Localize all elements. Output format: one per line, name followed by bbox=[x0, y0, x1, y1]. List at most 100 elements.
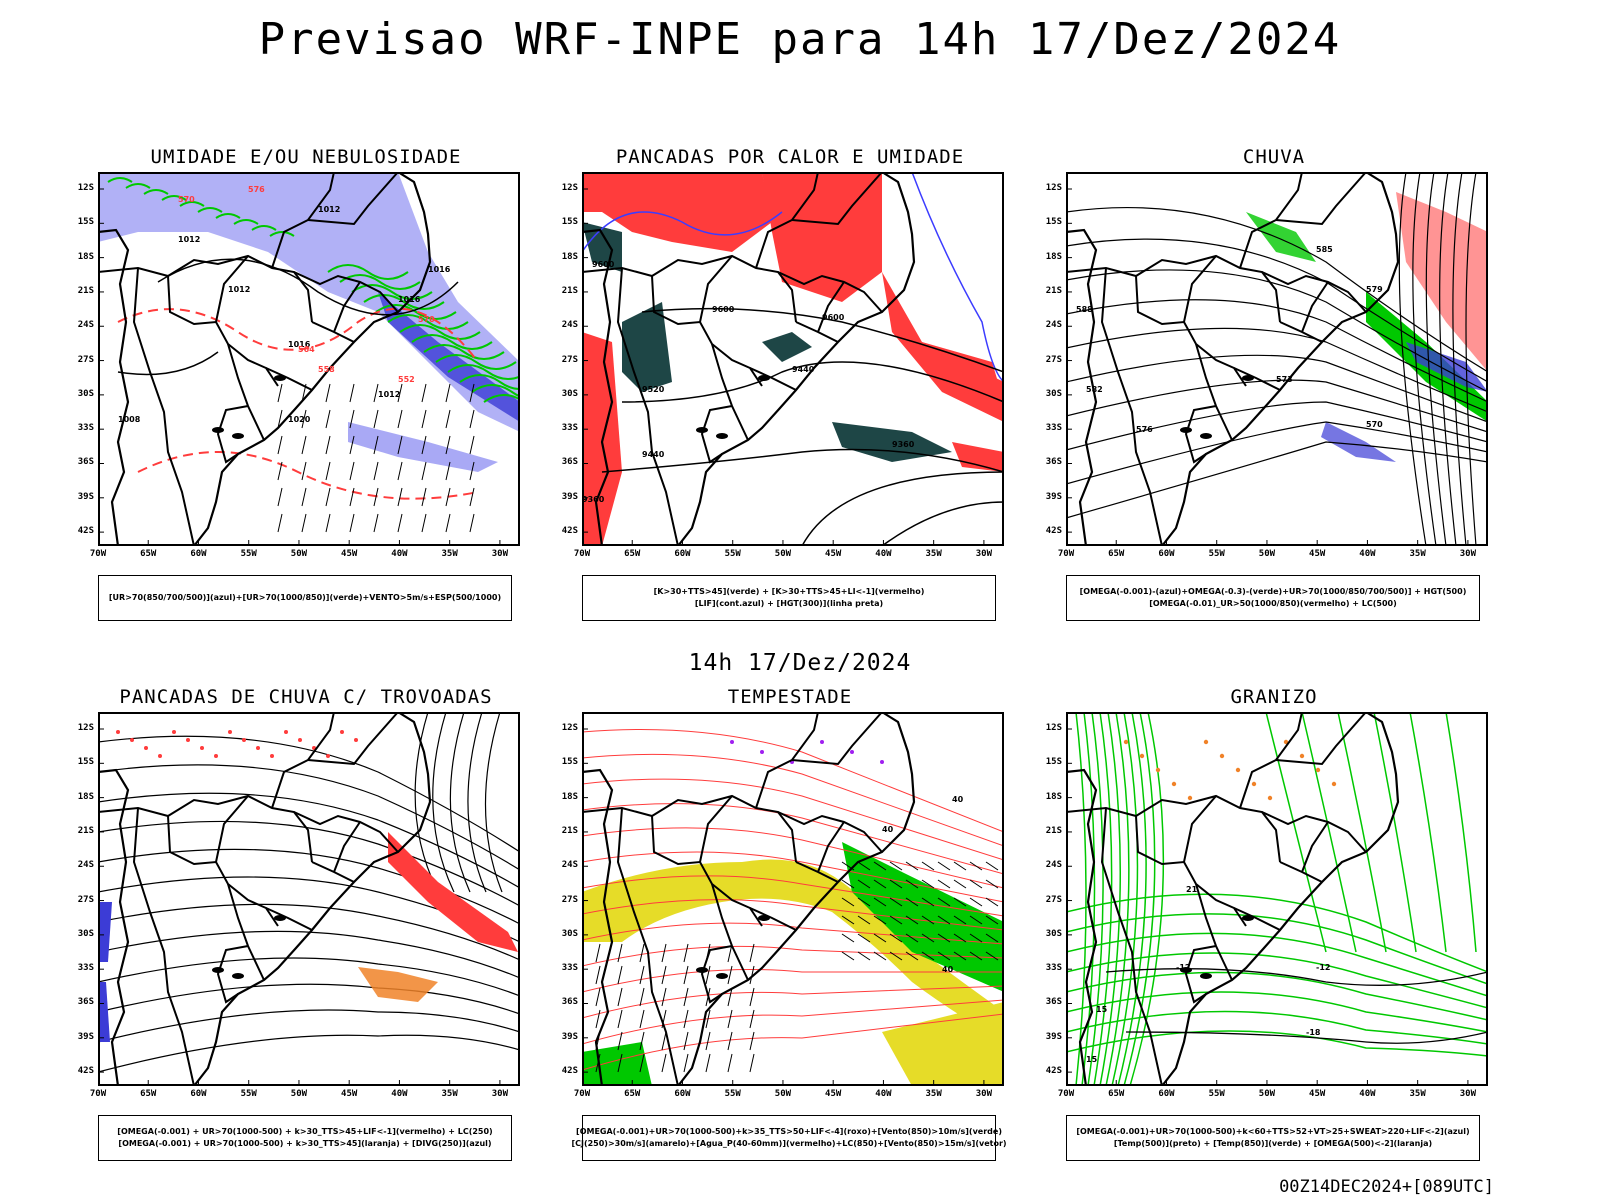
lon-tick-label: 40W bbox=[1359, 1089, 1376, 1099]
lon-tick-label: 65W bbox=[1108, 549, 1125, 559]
lon-tick-label: 70W bbox=[573, 1089, 591, 1099]
lat-tick-label: 21S bbox=[1045, 285, 1062, 296]
lat-tick-label: 36S bbox=[1045, 457, 1062, 468]
lat-tick-label: 18S bbox=[77, 251, 94, 262]
lat-tick-label: 12S bbox=[77, 183, 94, 193]
contour-label: 21 bbox=[1186, 885, 1198, 894]
panel-pancadas-calor: PANCADAS POR CALOR E UMIDADE 9600 9600 9520… bbox=[540, 146, 1040, 646]
lat-tick-label: 15S bbox=[1045, 757, 1062, 768]
map-frame: 1012 1012 1012 1016 1016 1020 1016 1012 1008 570 5… bbox=[97, 171, 565, 547]
lon-tick-label: 50W bbox=[774, 1089, 792, 1099]
contour-label: 1012 bbox=[178, 235, 200, 244]
map-frame: 9600 9600 9520 9440 9360 9440 9360 9600 bbox=[581, 171, 1005, 547]
map-canvas: 585 579 573 576 582 588 570 bbox=[1065, 171, 1489, 547]
lon-tick-label: 45W bbox=[825, 549, 842, 559]
lat-tick-label: 36S bbox=[561, 997, 578, 1008]
contour-label: 40 bbox=[952, 795, 964, 804]
lon-tick-label: 70W bbox=[89, 549, 107, 559]
lon-tick-label: 50W bbox=[290, 1089, 308, 1099]
contour-label: 1016 bbox=[428, 265, 451, 274]
lat-tick-label: 15S bbox=[77, 217, 94, 228]
lat-tick-label: 30S bbox=[1045, 388, 1062, 399]
contour-label: 15 bbox=[1086, 1055, 1098, 1064]
lon-tick-label: 70W bbox=[89, 1089, 107, 1099]
lon-tick-label: 30W bbox=[975, 1089, 993, 1099]
panel-title: PANCADAS DE CHUVA C/ TROVOADAS bbox=[119, 686, 493, 708]
lat-tick-label: 12S bbox=[1045, 183, 1062, 193]
lon-tick-label: 65W bbox=[624, 549, 641, 559]
lat-tick-label: 12S bbox=[1045, 723, 1062, 733]
contour-label: -18 bbox=[1306, 1028, 1321, 1037]
lat-tick-label: 27S bbox=[1045, 354, 1062, 365]
lon-tick-label: 45W bbox=[1309, 549, 1326, 559]
map-canvas: -12 -18 15 15 -12 21 bbox=[1065, 711, 1489, 1087]
lat-tick-label: 36S bbox=[77, 997, 94, 1008]
contour-label: 552 bbox=[398, 375, 415, 384]
contour-label: 573 bbox=[1276, 375, 1293, 384]
lat-tick-label: 21S bbox=[561, 285, 578, 296]
contour-label: 1016 bbox=[398, 295, 421, 304]
panel-chuva: CHUVA 585 579 573 576 582 588 570 12S 15S 18S 21S 24… bbox=[1024, 146, 1524, 646]
map-canvas: 9600 9600 9520 9440 9360 9440 9360 9600 bbox=[581, 171, 1005, 547]
lon-tick-label: 45W bbox=[825, 1089, 842, 1099]
lon-tick-label: 60W bbox=[1158, 1089, 1175, 1099]
lon-tick-label: 65W bbox=[140, 549, 157, 559]
legend-box: [OMEGA(-0.001)+UR>70(1000-500)+k>35_TTS>… bbox=[571, 1115, 1007, 1161]
contour-label: 582 bbox=[1086, 385, 1103, 394]
legend-line: [CJ(250)>30m/s](amarelo)+[Agua_P(40-60mm… bbox=[571, 1139, 1007, 1148]
lat-tick-label: 33S bbox=[561, 963, 578, 974]
lon-tick-label: 40W bbox=[1359, 549, 1376, 559]
lon-tick-label: 30W bbox=[1459, 1089, 1477, 1099]
contour-label: 1016 bbox=[288, 340, 311, 349]
panel-title: CHUVA bbox=[1242, 146, 1306, 168]
lat-tick-label: 18S bbox=[561, 251, 578, 262]
lon-tick-label: 60W bbox=[674, 549, 691, 559]
legend-box: [OMEGA(-0.001)+UR>70(1000-500)+k<60+TTS>… bbox=[1066, 1115, 1480, 1161]
run-info: 00Z14DEC2024+[089UTC] bbox=[1279, 1177, 1494, 1197]
lat-tick-label: 15S bbox=[77, 757, 94, 768]
legend-line: [UR>70(850/700/500)](azul)+[UR>70(1000/8… bbox=[108, 593, 502, 602]
lon-tick-label: 60W bbox=[1158, 549, 1175, 559]
lon-tick-label: 40W bbox=[391, 1089, 408, 1099]
lat-tick-label: 15S bbox=[1045, 217, 1062, 228]
contour-label: 9440 bbox=[642, 450, 665, 459]
lat-tick-label: 42S bbox=[561, 526, 578, 537]
contour-label: 585 bbox=[1316, 245, 1333, 254]
contour-label: 1012 bbox=[378, 390, 400, 399]
lat-tick-label: 27S bbox=[561, 354, 578, 365]
lat-tick-label: 39S bbox=[561, 491, 578, 502]
lat-tick-label: 24S bbox=[1045, 860, 1062, 871]
lon-tick-label: 35W bbox=[1409, 1089, 1426, 1099]
lat-tick-label: 36S bbox=[77, 457, 94, 468]
map-frame: 40 40 40 bbox=[581, 711, 1005, 1087]
lat-tick-label: 30S bbox=[77, 388, 94, 399]
lat-tick-label: 39S bbox=[1045, 491, 1062, 502]
panel-title: GRANIZO bbox=[1230, 686, 1318, 708]
lat-tick-label: 21S bbox=[77, 285, 94, 296]
legend-line: [OMEGA(-0.001) + UR>70(1000-500) + k>30_… bbox=[117, 1127, 493, 1136]
contour-label: 588 bbox=[1076, 305, 1093, 314]
contour-label: 9360 bbox=[892, 440, 915, 449]
lon-tick-label: 70W bbox=[573, 549, 591, 559]
lat-tick-label: 42S bbox=[77, 526, 94, 537]
contour-label: 570 bbox=[178, 195, 195, 204]
lon-tick-label: 50W bbox=[290, 549, 308, 559]
lat-tick-label: 21S bbox=[561, 825, 578, 836]
panel-pancadas-trovoadas: PANCADAS DE CHUVA C/ TROVOADAS 12S 15S 18S 2… bbox=[56, 686, 556, 1186]
contour-label: 9360 bbox=[582, 495, 605, 504]
lon-tick-label: 30W bbox=[1459, 549, 1477, 559]
lat-tick-label: 24S bbox=[77, 320, 94, 331]
contour-label: 564 bbox=[298, 345, 315, 354]
contour-label: 15 bbox=[1096, 1005, 1108, 1014]
lat-tick-label: 18S bbox=[1045, 251, 1062, 262]
lat-tick-label: 15S bbox=[561, 757, 578, 768]
lat-tick-label: 42S bbox=[561, 1066, 578, 1077]
panel-tempestade: TEMPESTADE 40 40 40 12S 15S 18S 21S 24S 27S 30S 33S… bbox=[540, 686, 1040, 1186]
lon-tick-label: 55W bbox=[240, 549, 257, 559]
lat-tick-label: 12S bbox=[77, 723, 94, 733]
legend-line: [Temp(500)](preto) + [Temp(850)](verde) … bbox=[1113, 1139, 1433, 1148]
map-frame: -12 -18 15 15 -12 21 bbox=[1065, 711, 1489, 1087]
lon-tick-label: 40W bbox=[875, 549, 892, 559]
contour-label: 579 bbox=[1366, 285, 1383, 294]
contour-label: 570 bbox=[1366, 420, 1383, 429]
